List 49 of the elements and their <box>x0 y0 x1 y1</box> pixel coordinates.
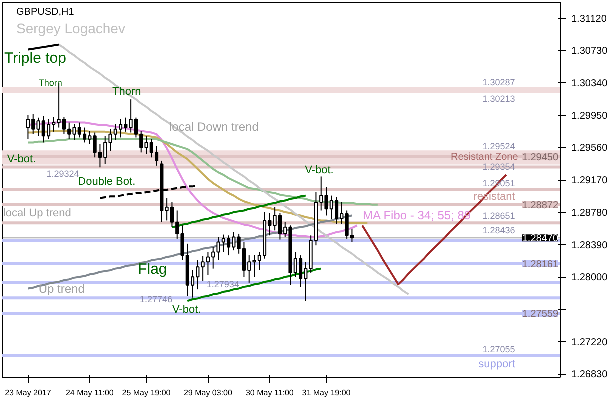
annotation: 1.27746 <box>140 294 173 304</box>
annotation: Triple top <box>4 50 66 67</box>
y-tick-label: 1.30730 <box>572 46 608 58</box>
ref-line-label: 1.28872 <box>522 200 559 212</box>
candlestick <box>345 210 349 240</box>
annotation: V-bot. <box>7 154 36 166</box>
annotation: local Down trend <box>170 120 259 134</box>
x-tick-label: 23 May 2017 <box>5 388 52 398</box>
x-tick-label: 30 May 11:00 <box>246 388 294 398</box>
ref-line-label: 1.29450 <box>522 152 559 164</box>
y-tick-label: 1.28000 <box>572 272 608 284</box>
annotation: 1.29324 <box>46 168 80 179</box>
annotation: Thorn <box>112 86 142 98</box>
ref-line-label: 1.27559 <box>522 309 559 320</box>
annotation: support <box>478 358 516 371</box>
annotation: local Up trend <box>3 208 72 220</box>
annotation: Up trend <box>38 282 85 296</box>
x-tick-label: 31 May 19:00 <box>302 388 352 398</box>
x-tick-label: 25 May 19:00 <box>122 388 172 398</box>
y-tick-label: 1.28390 <box>572 240 608 252</box>
annotation: 1.27934 <box>206 280 240 290</box>
text: GBPUSD,H1 <box>16 7 75 18</box>
ref-line-label: 1.28161 <box>522 259 559 270</box>
annotation: 1.27055 <box>482 344 516 355</box>
y-tick-label: 1.31120 <box>572 14 608 25</box>
y-tick-label: 1.29950 <box>572 110 608 122</box>
y-tick-label: 1.29560 <box>572 143 608 154</box>
annotation: V-bot. <box>305 164 334 176</box>
candlestick <box>350 228 354 243</box>
y-tick-label: 1.29170 <box>572 176 608 187</box>
x-tick-label: 24 May 11:00 <box>66 388 114 398</box>
annotation: Flag <box>138 261 168 278</box>
y-tick-label: 1.27220 <box>572 337 608 348</box>
text: Sergey Logachev <box>16 20 126 36</box>
y-tick-label: 1.28780 <box>572 208 608 219</box>
x-tick-label: 29 May 03:00 <box>184 388 234 398</box>
annotation: 1.30213 <box>482 94 516 104</box>
annotation: V-bot. <box>172 304 202 316</box>
annotation: 1.28436 <box>482 226 516 236</box>
annotation: 1.28651 <box>482 211 516 222</box>
annotation: Thorn <box>38 78 62 88</box>
annotation: Double Bot. <box>78 176 136 188</box>
annotation: 1.30287 <box>482 78 516 88</box>
candlestick <box>196 260 200 290</box>
annotation: 1.29354 <box>482 162 516 172</box>
y-tick-label: 1.26830 <box>572 370 608 381</box>
band-label: Resistant Zone <box>451 152 519 164</box>
annotation: 1.29524 <box>482 141 516 152</box>
y-tick-label: 1.30340 <box>572 78 608 90</box>
